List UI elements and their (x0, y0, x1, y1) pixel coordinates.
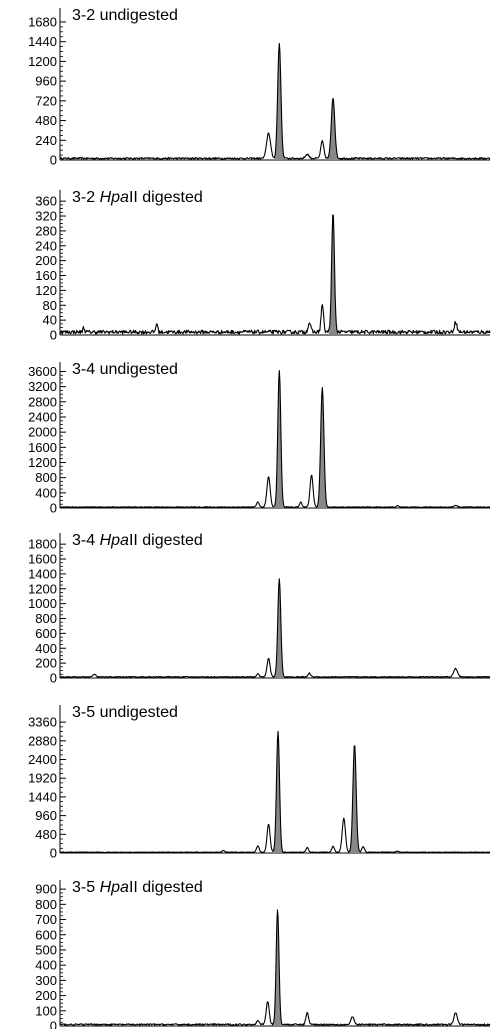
panel-title-part: 3-2 undigested (72, 7, 178, 24)
panel-1: 0 240 480 720 960 1200 1440 1680 3-2 undigested (28, 7, 491, 168)
y-tick-label: 1000 (28, 596, 57, 611)
y-tick-label: 40 (43, 313, 57, 328)
y-tick-label: 320 (35, 209, 57, 224)
trace-line (59, 369, 491, 508)
y-tick-label: 720 (35, 93, 57, 108)
panel-title: 3-2 HpaII digested (72, 189, 203, 206)
y-tick-label: 3600 (28, 364, 57, 379)
y-tick-label: 1200 (28, 455, 57, 470)
panel-title-part: 3-5 undigested (72, 704, 178, 721)
y-tick-label: 400 (35, 485, 57, 500)
y-tick-label: 2400 (28, 409, 57, 424)
panel-title-part: II digested (129, 189, 203, 206)
y-tick-label: 1200 (28, 581, 57, 596)
y-tick-label: 360 (35, 194, 57, 209)
panel-title-part: Hpa (100, 879, 129, 896)
y-tick-label: 600 (35, 927, 57, 942)
y-tick-label: 1800 (28, 537, 57, 552)
y-tick-label: 1200 (28, 54, 57, 69)
y-tick-label: 2000 (28, 425, 57, 440)
panel-title: 3-2 undigested (72, 7, 178, 24)
y-tick-label: 900 (35, 882, 57, 897)
y-tick-label: 400 (35, 958, 57, 973)
y-tick-label: 240 (35, 133, 57, 148)
y-tick-label: 0 (50, 671, 57, 686)
y-tick-label: 0 (50, 501, 57, 516)
panel-title: 3-4 undigested (72, 361, 178, 378)
y-tick-label: 3200 (28, 379, 57, 394)
y-tick-label: 2880 (28, 733, 57, 748)
panel-title-part: 3-4 (72, 532, 100, 549)
panel-title: 3-5 undigested (72, 704, 178, 721)
panel-title-part: II digested (129, 532, 203, 549)
panel-title-part: 3-4 undigested (72, 361, 178, 378)
y-tick-label: 300 (35, 973, 57, 988)
y-tick-label: 1680 (28, 14, 57, 29)
y-tick-label: 0 (50, 846, 57, 861)
y-tick-label: 960 (35, 74, 57, 89)
y-tick-label: 100 (35, 1003, 57, 1018)
y-tick-label: 960 (35, 808, 57, 823)
y-tick-label: 1400 (28, 566, 57, 581)
y-tick-label: 800 (35, 897, 57, 912)
panel-title: 3-5 HpaII digested (72, 879, 203, 896)
panel-5: 0 480 960 1440 1920 2400 2880 3360 3-5 undigeste… (28, 704, 491, 861)
panel-title: 3-4 HpaII digested (72, 532, 203, 549)
y-tick-label: 800 (35, 470, 57, 485)
trace-line (59, 909, 491, 1026)
y-tick-label: 0 (50, 1019, 57, 1029)
y-tick-label: 1600 (28, 440, 57, 455)
y-tick-label: 480 (35, 827, 57, 842)
y-tick-label: 1600 (28, 552, 57, 567)
y-tick-label: 1440 (28, 34, 57, 49)
y-tick-label: 200 (35, 988, 57, 1003)
y-tick-label: 280 (35, 223, 57, 238)
panel-title-part: II digested (129, 879, 203, 896)
y-tick-label: 2400 (28, 752, 57, 767)
panel-title-part: Hpa (100, 189, 129, 206)
y-tick-label: 240 (35, 238, 57, 253)
y-tick-label: 160 (35, 268, 57, 283)
y-tick-label: 1440 (28, 789, 57, 804)
trace-line (59, 578, 491, 678)
y-tick-label: 800 (35, 611, 57, 626)
trace-line (59, 214, 491, 335)
panel-title-part: 3-2 (72, 189, 100, 206)
panel-title-part: 3-5 (72, 879, 100, 896)
y-tick-label: 400 (35, 641, 57, 656)
y-tick-label: 0 (50, 328, 57, 343)
y-tick-label: 200 (35, 253, 57, 268)
y-tick-label: 80 (43, 298, 57, 313)
trace-line (59, 42, 491, 160)
panel-title-part: Hpa (100, 532, 129, 549)
y-tick-label: 700 (35, 912, 57, 927)
y-tick-label: 0 (50, 153, 57, 168)
trace-line (59, 730, 491, 854)
y-tick-label: 600 (35, 626, 57, 641)
y-tick-label: 3360 (28, 715, 57, 730)
y-tick-label: 1920 (28, 771, 57, 786)
y-tick-label: 120 (35, 283, 57, 298)
y-tick-label: 2800 (28, 394, 57, 409)
y-tick-label: 500 (35, 942, 57, 957)
y-tick-label: 200 (35, 656, 57, 671)
y-tick-label: 480 (35, 113, 57, 128)
